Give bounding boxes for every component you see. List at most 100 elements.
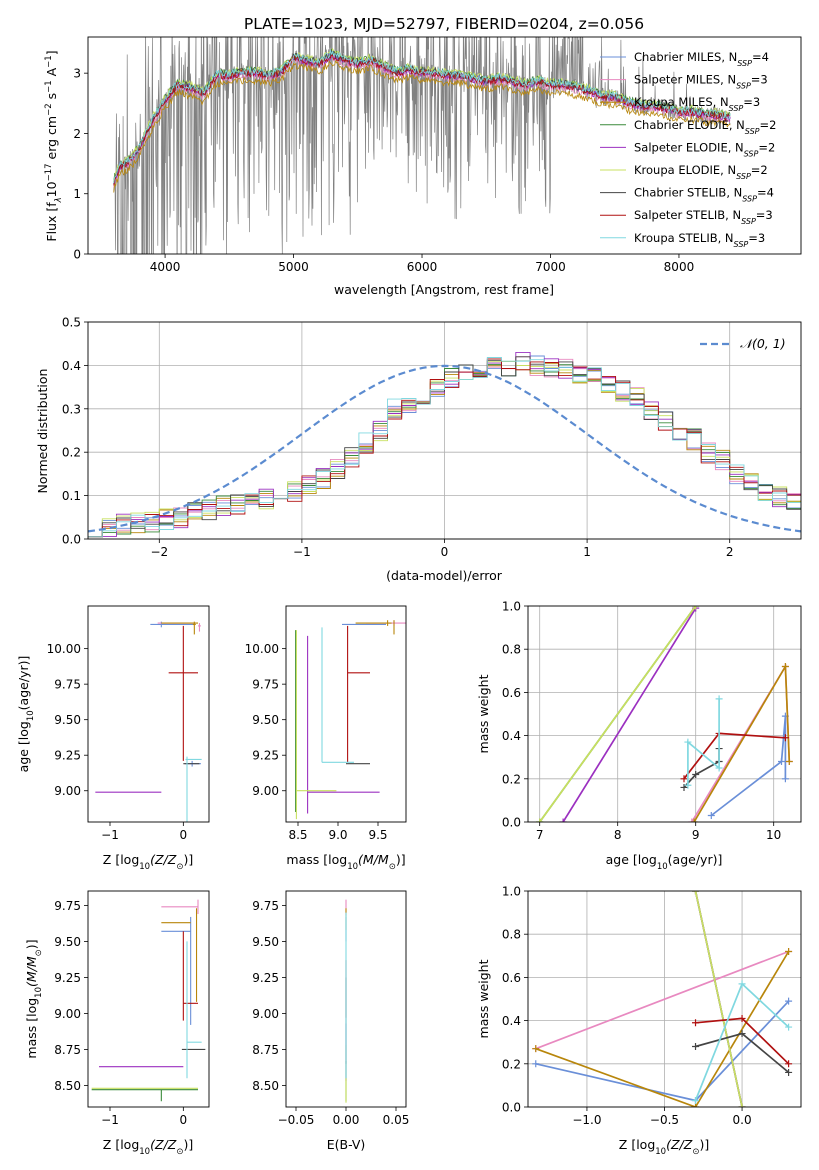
weight-marker-krou_elodie — [692, 606, 700, 610]
legend-label-chab_stelib: Chabrier STELIB, NSSP=4 — [634, 186, 774, 204]
y-tick-label: 0.8 — [502, 643, 521, 657]
weight-marker-krou_stelib — [684, 738, 692, 746]
weight-marker-salp_stelib — [738, 1014, 746, 1022]
weight-marker-chab_miles — [781, 775, 789, 783]
y-tick-label: 0.2 — [502, 1057, 521, 1071]
model-spectrum-krou_stelib — [113, 50, 731, 183]
weight-marker-salp_stelib — [692, 1019, 700, 1027]
y-tick-label: 0.6 — [502, 686, 521, 700]
y-tick-label: 9.00 — [54, 784, 81, 798]
legend-label-krou_stelib: Kroupa STELIB, NSSP=3 — [634, 231, 765, 249]
spectrum-legend: Chabrier MILES, NSSP=4 Salpeter MILES, NS… — [600, 50, 776, 248]
x-tick-label: −2 — [150, 545, 168, 559]
spectrum-xlabel: wavelength [Angstrom, rest frame] — [334, 282, 554, 297]
y-tick-label: 8.50 — [54, 1079, 81, 1093]
y-tick-label: 0.5 — [62, 316, 81, 330]
panel-weight_vs_Z: −1.0 −0.5 0.0 0.0 0.2 0.4 0.6 0.8 1.0 — [502, 885, 802, 1127]
weight-marker-chab_miles — [707, 812, 715, 820]
y-tick-label: 9.25 — [54, 749, 81, 763]
legend-label-salp_elodie: Salpeter ELODIE, NSSP=2 — [634, 140, 775, 158]
y-tick-label: 1.0 — [502, 885, 521, 899]
y-tick-label: 8.50 — [252, 1079, 279, 1093]
y-tick-label: 0.8 — [502, 928, 521, 942]
x-tick-label: 0 — [180, 828, 188, 842]
x-tick-label: 7000 — [535, 260, 566, 274]
x-tick-label: 1 — [583, 545, 591, 559]
x-tick-label: 0 — [441, 545, 449, 559]
x-tick-label: 0.00 — [333, 1113, 360, 1127]
y-tick-label: 10.00 — [47, 642, 81, 656]
age-Z-xlabel: Z [log10(Z/Z⊙)] — [103, 852, 193, 872]
x-tick-label: −1 — [293, 545, 311, 559]
weight-age-xlabel: age [log10(age/yr)] — [606, 852, 723, 872]
panel-age_vs_Z: −1 0 9.00 9.25 9.50 9.75 10.00 — [47, 605, 210, 842]
mass-Z-xlabel: Z [log10(Z/Z⊙)] — [103, 1137, 193, 1157]
x-tick-label: −0.5 — [650, 1113, 679, 1127]
weight-line-salp_miles — [535, 950, 789, 1050]
weight-marker-krou_miles — [781, 662, 789, 670]
axes-frame — [87, 36, 802, 255]
x-tick-label: 0 — [180, 1113, 188, 1127]
x-tick-label: 6000 — [407, 260, 438, 274]
weight-marker-salp_stelib — [785, 1060, 793, 1068]
plot-area — [88, 351, 801, 538]
y-tick-label: 0.6 — [502, 971, 521, 985]
weight-line-krou_elodie — [694, 891, 743, 1107]
plot-area — [113, 37, 731, 254]
weight-marker-chab_stelib — [680, 783, 688, 791]
age-mass-xlabel: mass [log10(M/M⊙)] — [286, 852, 405, 872]
x-tick-label: 0.0 — [733, 1113, 752, 1127]
panel-age_vs_mass: 8.5 9.0 9.5 9.00 9.25 9.50 9.75 10.00 — [245, 605, 407, 842]
y-tick-label: 9.75 — [252, 678, 279, 692]
y-tick-label: 1 — [73, 187, 81, 201]
weight-marker-krou_stelib — [715, 695, 723, 703]
x-tick-label: −1 — [101, 828, 119, 842]
weight-Z-ylabel: mass weight — [476, 959, 491, 1038]
axes-frame — [87, 890, 210, 1108]
y-tick-label: 9.75 — [54, 678, 81, 692]
y-tick-label: 0.3 — [62, 402, 81, 416]
y-tick-label: 9.25 — [252, 749, 279, 763]
weight-line-krou_elodie — [539, 606, 697, 822]
histogram-krou_stelib — [88, 357, 801, 538]
y-tick-label: 2 — [73, 127, 81, 141]
figure-title: PLATE=1023, MJD=52797, FIBERID=0204, z=0… — [244, 15, 644, 33]
legend-label-chab_elodie: Chabrier ELODIE, NSSP=2 — [634, 118, 776, 136]
x-tick-label: 2 — [726, 545, 734, 559]
weight-marker-krou_stelib — [692, 1097, 700, 1105]
plot-area — [532, 891, 793, 1107]
weight-marker-chab_miles — [785, 997, 793, 1005]
y-tick-label: 0.0 — [502, 1101, 521, 1115]
x-tick-label: −1.0 — [572, 1113, 601, 1127]
weight-marker-krou_miles — [532, 1045, 540, 1053]
x-tick-label: 8 — [614, 828, 622, 842]
y-tick-label: 9.00 — [252, 1007, 279, 1021]
x-tick-label: 7 — [536, 828, 544, 842]
normal-reference-curve — [88, 364, 801, 533]
panel-mass_vs_Z: −1 0 8.50 8.75 9.00 9.25 9.50 9.75 — [54, 890, 210, 1127]
ebv-xlabel: E(B-V) — [327, 1137, 366, 1152]
weight-marker-chab_stelib — [738, 1030, 746, 1038]
weight-marker-krou_elodie — [692, 891, 700, 895]
weight-line-krou_stelib — [687, 698, 720, 786]
y-tick-label: 0.4 — [62, 359, 81, 373]
residual-xlabel: (data-model)/error — [386, 568, 503, 583]
weight-marker-salp_elodie — [559, 818, 567, 822]
x-tick-label: −1 — [101, 1113, 119, 1127]
plot-area — [536, 606, 793, 822]
weight-marker-krou_stelib — [785, 1023, 793, 1031]
y-tick-label: 0.2 — [502, 772, 521, 786]
x-tick-label: 9.5 — [368, 828, 387, 842]
plot-area — [91, 899, 206, 1102]
weight-line-chab_miles — [710, 716, 787, 817]
y-tick-label: 0.2 — [62, 446, 81, 460]
x-tick-label: 4000 — [150, 260, 181, 274]
y-tick-label: 0 — [73, 248, 81, 262]
weight-marker-chab_stelib — [692, 770, 700, 778]
x-tick-label: 8.5 — [288, 828, 307, 842]
model-spectrum-krou_miles — [113, 59, 731, 193]
y-tick-label: 0.4 — [502, 729, 521, 743]
mass-ylabel: mass [log10(M/M⊙)] — [24, 939, 44, 1058]
plot-area — [295, 620, 406, 820]
